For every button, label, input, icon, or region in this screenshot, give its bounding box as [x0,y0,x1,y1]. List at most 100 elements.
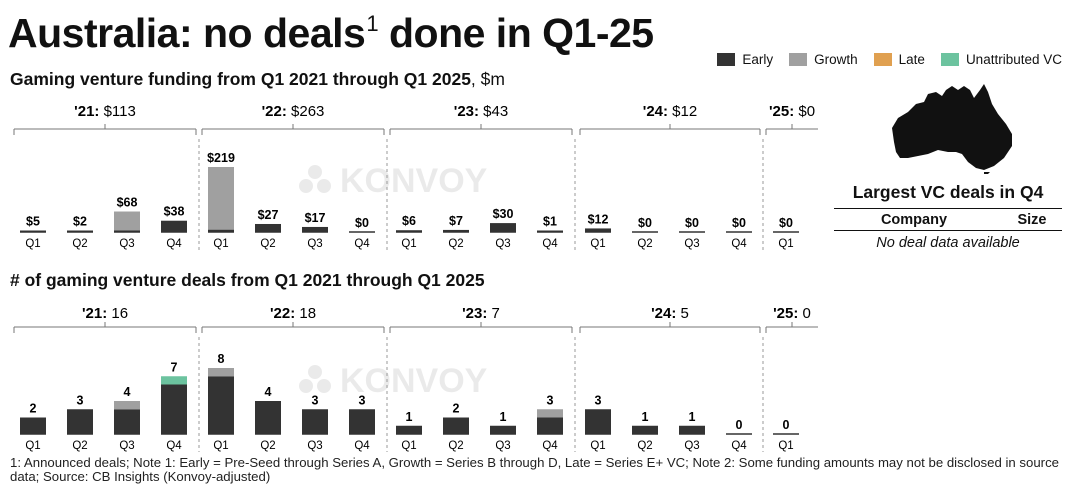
year-total-value: 16 [107,305,128,322]
data-label: 2 [453,402,460,416]
bar-segment [443,417,469,434]
data-label: 0 [736,418,743,432]
largest-deals-size-header: Size [1017,212,1047,228]
deals-chart-title-text: # of gaming venture deals from Q1 2021 t… [10,270,485,290]
x-tick-label: Q3 [119,440,134,452]
data-label: 3 [547,393,554,407]
bar-segment [114,401,140,410]
year-total-label: '25: 0 [773,305,811,322]
page-title-rest: done in Q1-25 [388,10,654,56]
bar-segment [255,401,281,434]
year-total-label: '22: $263 [262,103,325,120]
x-tick-label: Q3 [307,238,322,250]
largest-deals-header: Company Size [834,208,1062,231]
x-tick-label: Q2 [637,238,652,250]
data-label: 3 [77,393,84,407]
year-label: '25: [769,103,794,120]
legend-item-unattributed: Unattributed VC [940,52,1062,67]
largest-deals-panel: Largest VC deals in Q4 Company Size No d… [834,180,1062,251]
year-total-label: '23: $43 [454,103,508,120]
year-label: '21: [74,103,99,120]
bar-segment [255,223,281,232]
year-total-label: '24: $12 [643,103,697,120]
data-label: $2 [73,215,87,229]
watermark-icon-dot [317,179,331,193]
year-label: '21: [82,305,107,322]
funding-chart-title-text: Gaming venture funding from Q1 2021 thro… [10,69,471,89]
x-tick-label: Q1 [401,440,416,452]
data-label: $12 [588,212,609,226]
watermark: KONVOY [299,362,488,400]
x-tick-label: Q1 [778,440,793,452]
legend-swatch-late [873,53,892,66]
bar-segment [537,417,563,434]
page-title-superscript: 1 [366,11,379,36]
x-tick-label: Q2 [448,440,463,452]
watermark-text: KONVOY [340,362,488,400]
legend-label-early: Early [742,52,774,67]
bar-segment [632,425,658,434]
x-tick-label: Q4 [166,440,182,452]
data-label: $6 [402,214,416,228]
year-total-label: '21: $113 [74,103,136,120]
year-label: '22: [262,103,287,120]
watermark-icon-dot [308,365,322,379]
data-label: 1 [406,410,413,424]
x-tick-label: Q2 [72,238,87,250]
year-total-value: $0 [794,103,815,120]
page-title-main: Australia: no deals [8,10,366,56]
x-tick-label: Q2 [260,440,275,452]
bar-segment [161,220,187,232]
legend-label-late: Late [898,52,925,67]
x-tick-label: Q2 [260,238,275,250]
bar-segment [20,417,46,434]
bar-segment [490,425,516,434]
watermark-icon-dot [299,179,313,193]
watermark-icon-dot [308,165,322,179]
legend-swatch-early [717,53,736,66]
data-label: $0 [685,216,699,230]
largest-deals-empty-message: No deal data available [876,235,1020,251]
x-tick-label: Q1 [213,238,228,250]
x-tick-label: Q4 [166,238,182,250]
deals-chart: KONVOY'21: 16'22: 18'23: 7'24: 5'25: 02Q… [13,305,818,452]
year-total-label: '23: 7 [462,305,500,322]
data-label: $17 [305,211,326,225]
data-label: $38 [164,205,185,219]
data-label: $0 [779,216,793,230]
watermark: KONVOY [299,162,488,200]
data-label: $27 [258,208,279,222]
footnote: 1: Announced deals; Note 1: Early = Pre-… [10,455,1059,484]
legend-label-unattributed: Unattributed VC [965,52,1062,67]
year-total-label: '24: 5 [651,305,689,322]
bar-segment [396,230,422,232]
bar-segment [679,425,705,434]
bar-segment [208,368,234,377]
bar-segment [114,409,140,434]
year-label: '23: [462,305,487,322]
x-tick-label: Q4 [354,440,370,452]
data-label: $1 [543,215,557,229]
legend-swatch-growth [789,53,808,66]
year-label: '23: [454,103,479,120]
x-tick-label: Q4 [542,238,558,250]
funding-chart-title-unit: , $m [470,69,505,89]
page-title: Australia: no deals1 done in Q1-25 [8,0,654,57]
deals-chart-title: # of gaming venture deals from Q1 2021 t… [10,269,485,291]
year-label: '22: [270,305,295,322]
australia-map-icon [892,84,1012,174]
data-label: 1 [500,410,507,424]
legend-swatch-unattributed [940,53,959,66]
bar-segment [67,409,93,434]
bar-segment [585,409,611,434]
x-tick-label: Q4 [731,238,747,250]
x-tick-label: Q3 [684,238,699,250]
bar-segment [537,230,563,232]
x-tick-label: Q3 [495,440,510,452]
data-label: 8 [218,352,225,366]
x-tick-label: Q4 [354,238,370,250]
year-label: '25: [773,305,798,322]
bar-segment [114,211,140,231]
year-total-value: 18 [295,305,316,322]
funding-chart: KONVOY '21: $113 '22: $263 '23: $43 '24: $12… [13,103,818,250]
